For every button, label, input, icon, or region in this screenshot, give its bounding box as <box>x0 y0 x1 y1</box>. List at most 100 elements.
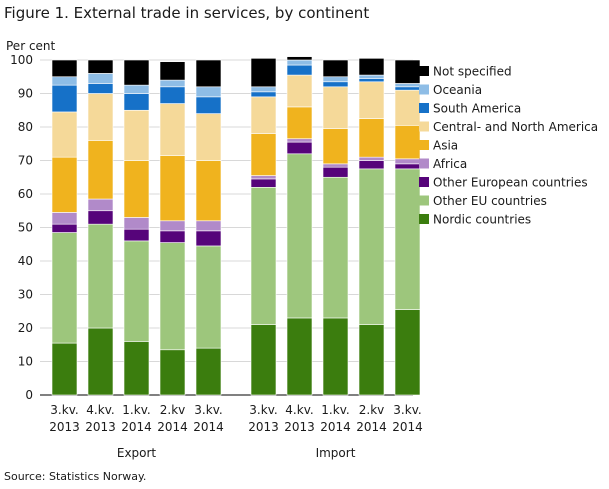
x-tick-label: 2014 <box>356 420 387 434</box>
bar-segment <box>322 86 349 129</box>
x-tick-label: 2014 <box>193 420 224 434</box>
group-label: Export <box>117 446 157 460</box>
bar-segment <box>87 73 114 84</box>
x-tick-label: 3.kv. <box>194 403 222 417</box>
bar-segment <box>286 153 313 319</box>
bar-segment <box>250 86 277 93</box>
legend: Not specified Oceania South America Central… <box>419 65 598 227</box>
bar-segment <box>195 96 222 114</box>
bar-segment <box>51 223 78 233</box>
y-tick-label: 70 <box>18 154 33 168</box>
y-tick-label: 30 <box>18 288 33 302</box>
bar-segment <box>195 113 222 161</box>
bar-segment <box>322 317 349 396</box>
x-tick-label: 2.kv <box>160 403 186 417</box>
y-tick-label: 50 <box>18 221 33 235</box>
bar-segment <box>250 187 277 325</box>
bar-segment <box>322 128 349 165</box>
source-note: Source: Statistics Norway. <box>4 470 147 483</box>
bar-segment <box>394 163 421 170</box>
bar-segment <box>195 86 222 98</box>
x-tick-label: 1.kv. <box>321 403 349 417</box>
y-tick-label: 100 <box>10 53 33 67</box>
x-tick-label: 4.kv. <box>285 403 313 417</box>
bar-segment <box>51 111 78 158</box>
bar-segment <box>123 93 150 111</box>
bar-segment <box>322 166 349 178</box>
x-tick-label: 2013 <box>248 420 279 434</box>
x-tick-label: 2014 <box>121 420 152 434</box>
x-tick-label: 2013 <box>284 420 315 434</box>
legend-label: Central- and North America <box>433 120 598 134</box>
y-axis-ticks: 0 10 20 30 40 50 60 70 80 90 100 <box>10 53 33 402</box>
legend-swatch <box>419 158 429 169</box>
bar-segment <box>51 342 78 396</box>
bar-segment <box>358 324 385 396</box>
bar-segment <box>195 347 222 396</box>
legend-swatch <box>419 103 429 113</box>
legend-swatch <box>419 177 429 187</box>
bar-segment <box>159 230 186 243</box>
bar-segment <box>87 140 114 200</box>
bar-segment <box>195 220 222 232</box>
legend-swatch <box>419 140 429 150</box>
bar-segment <box>358 81 385 119</box>
bar-segment <box>322 81 349 88</box>
legend-swatch <box>419 121 429 132</box>
x-tick-label: 4.kv. <box>86 403 114 417</box>
bar-segment <box>286 56 313 61</box>
legend-swatch <box>419 66 429 76</box>
bar-segment <box>394 309 421 396</box>
bar-segment <box>250 324 277 396</box>
bar-segment <box>358 78 385 83</box>
bar-segment <box>250 178 277 188</box>
x-tick-label: 2013 <box>49 420 80 434</box>
bar-segment <box>51 156 78 213</box>
bar-segment <box>195 160 222 222</box>
y-tick-label: 90 <box>18 87 33 101</box>
bar-segment <box>394 83 421 88</box>
bar-segment <box>250 96 277 134</box>
legend-label: Other EU countries <box>433 194 547 208</box>
bar-segment <box>195 245 222 349</box>
bar-segment <box>394 89 421 126</box>
bar-segment <box>322 176 349 319</box>
bar-segment <box>123 59 150 86</box>
bar-segment <box>250 175 277 180</box>
x-tick-label: 2.kv <box>359 403 385 417</box>
bar-segment <box>250 58 277 88</box>
y-tick-label: 60 <box>18 187 33 201</box>
y-tick-label: 40 <box>18 254 33 268</box>
bar-segment <box>286 59 313 66</box>
bar-segment <box>51 84 78 113</box>
bar-segment <box>51 76 78 86</box>
y-axis-label: Per cent <box>6 39 56 53</box>
bar-segment <box>394 158 421 165</box>
legend-label: South America <box>433 102 521 116</box>
bar-segment <box>159 220 186 232</box>
bar-segment <box>159 103 186 156</box>
bar-segment <box>87 83 114 94</box>
x-tick-label: 2014 <box>157 420 188 434</box>
group-label: Import <box>316 446 356 460</box>
x-tick-label: 3.kv. <box>50 403 78 417</box>
bar-segment <box>322 76 349 83</box>
bar-segment <box>358 74 385 79</box>
bar-segment <box>286 138 313 143</box>
bar-segment <box>159 61 186 81</box>
legend-label: Nordic countries <box>433 213 531 227</box>
bar-segment <box>51 212 78 225</box>
bar-segment <box>87 59 114 74</box>
bar-segment <box>358 156 385 161</box>
legend-label: Asia <box>433 139 458 153</box>
legend-label: Other European countries <box>433 176 588 190</box>
bar-segment <box>159 155 186 222</box>
legend-swatch <box>419 84 429 95</box>
bar-segment <box>286 317 313 396</box>
bar-segment <box>159 79 186 88</box>
x-tick-label: 3.kv. <box>393 403 421 417</box>
bar-segment <box>123 217 150 230</box>
x-tick-label: 2014 <box>392 420 423 434</box>
bar-segment <box>286 74 313 108</box>
bar-segment <box>394 86 421 91</box>
